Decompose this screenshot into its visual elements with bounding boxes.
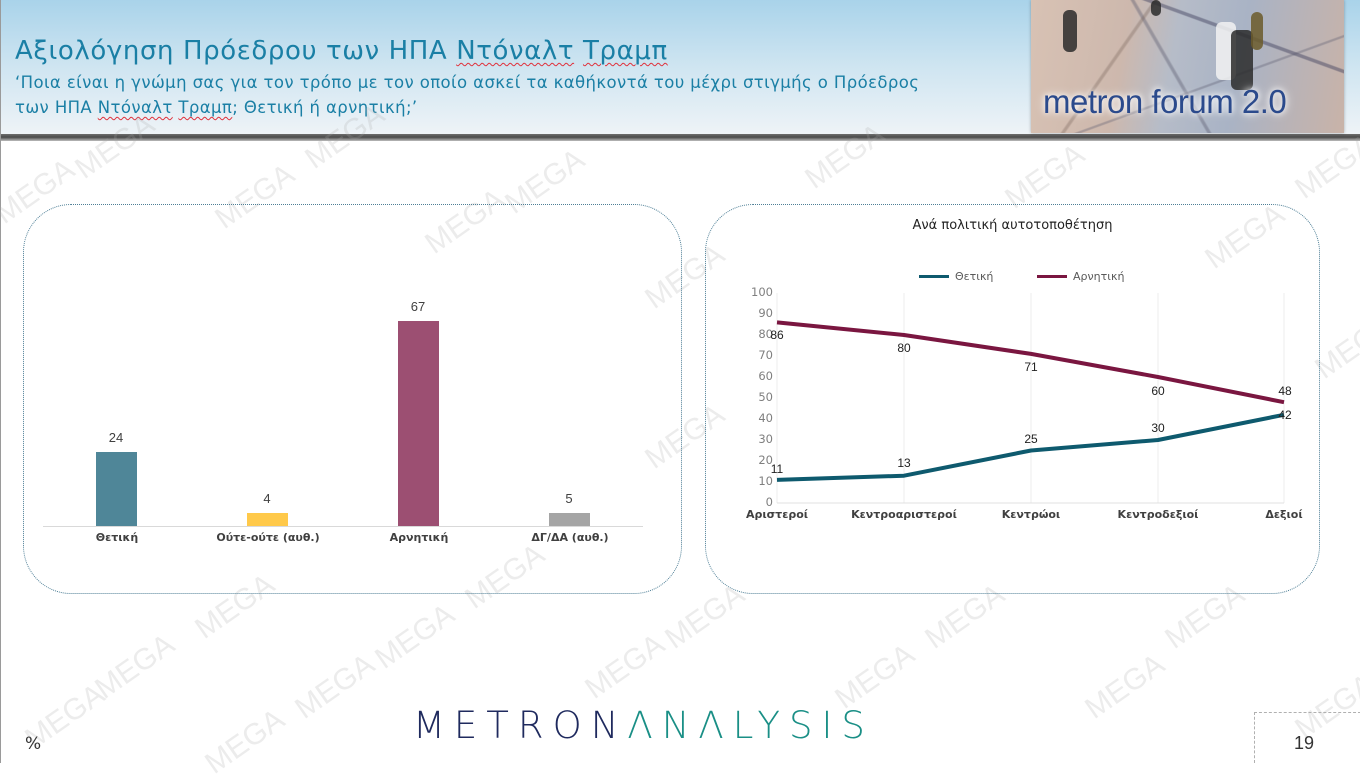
metron-forum-logo: metron forum 2.0 bbox=[1031, 0, 1344, 133]
y-tick: 50 bbox=[758, 390, 773, 404]
question-line-1: ‘Ποια είναι η γνώμη σας για τον τρόπο με… bbox=[15, 73, 920, 92]
overall-chart-panel bbox=[23, 204, 682, 594]
point-label-negative: 71 bbox=[1024, 360, 1038, 374]
metron-forum-logo-text: metron forum 2.0 bbox=[1043, 83, 1287, 120]
y-tick: 70 bbox=[758, 348, 773, 362]
line-chart-title: Ανά πολιτική αυτοτοποθέτηση bbox=[912, 218, 1113, 233]
y-tick: 10 bbox=[758, 474, 773, 488]
legend-negative: Αρνητική bbox=[1037, 270, 1124, 283]
point-label-positive: 42 bbox=[1278, 408, 1292, 422]
page-title: Αξιολόγηση Πρόεδρου των ΗΠΑ Ντόναλτ Τραμ… bbox=[15, 36, 668, 66]
point-label-negative: 80 bbox=[897, 341, 911, 355]
metron-analysis-logo: METRONΛNΛLYSIS bbox=[413, 704, 874, 747]
legend-swatch-positive-icon bbox=[919, 275, 949, 278]
bar-category-negative: Αρνητική bbox=[389, 531, 449, 544]
y-tick: 90 bbox=[758, 306, 773, 320]
point-label-positive: 30 bbox=[1151, 421, 1165, 435]
x-category: Κεντρώοι bbox=[1001, 508, 1061, 521]
line-negative bbox=[776, 320, 1285, 405]
point-label-negative: 86 bbox=[770, 328, 784, 342]
bar-category-neutral: Ούτε-ούτε (αυθ.) bbox=[216, 531, 320, 544]
line-chart-plot bbox=[776, 293, 1285, 504]
bar-category-positive: Θετική bbox=[95, 531, 139, 544]
x-category: Αριστεροί bbox=[745, 508, 809, 521]
bar-value-negative: 67 bbox=[410, 299, 426, 314]
bar-value-dk-na: 5 bbox=[565, 491, 573, 506]
question-text: ‘Ποια είναι η γνώμη σας για τον τρόπο με… bbox=[15, 70, 1015, 120]
point-label-negative: 60 bbox=[1151, 384, 1165, 398]
x-category: Κεντροαριστεροί bbox=[851, 508, 957, 521]
point-label-positive: 11 bbox=[770, 462, 784, 476]
header-divider bbox=[1, 134, 1360, 141]
page-number-box bbox=[1254, 712, 1360, 763]
y-tick: 20 bbox=[758, 453, 773, 467]
y-tick: 60 bbox=[758, 369, 773, 383]
bar-category-dk-na: ΔΓ/ΔΑ (αυθ.) bbox=[531, 531, 609, 544]
point-label-positive: 13 bbox=[897, 456, 911, 470]
unit-label: % bbox=[25, 734, 42, 754]
ideology-chart-panel bbox=[705, 204, 1320, 594]
page-number: 19 bbox=[1294, 733, 1315, 753]
point-label-negative: 48 bbox=[1278, 384, 1292, 398]
question-line-2: των ΗΠΑ Ντόναλτ Τραμπ; Θετική ή αρνητική… bbox=[15, 98, 418, 117]
legend-positive: Θετική bbox=[919, 270, 993, 283]
line-positive bbox=[776, 412, 1285, 482]
bar-negative bbox=[398, 321, 439, 526]
y-tick: 80 bbox=[758, 327, 773, 341]
bar-value-positive: 24 bbox=[108, 430, 124, 445]
bar-positive bbox=[96, 452, 137, 526]
bar-dk-na bbox=[549, 513, 590, 526]
legend-swatch-negative-icon bbox=[1037, 275, 1067, 278]
x-category: Δεξιοί bbox=[1265, 508, 1303, 521]
point-label-positive: 25 bbox=[1024, 432, 1038, 446]
bar-value-neutral: 4 bbox=[263, 491, 271, 506]
y-tick: 30 bbox=[758, 432, 773, 446]
y-tick: 40 bbox=[758, 411, 773, 425]
y-tick: 0 bbox=[765, 495, 773, 509]
bar-neutral bbox=[247, 513, 288, 526]
y-tick: 100 bbox=[751, 285, 773, 299]
bar-chart-axis bbox=[43, 526, 643, 527]
x-category: Κεντροδεξιοί bbox=[1117, 508, 1199, 521]
